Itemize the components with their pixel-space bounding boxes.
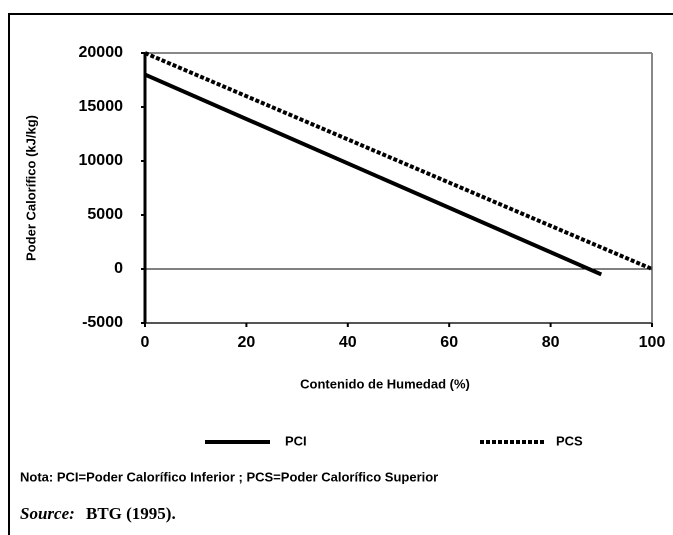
series-line <box>144 72 603 277</box>
x-tick-label: 100 <box>639 334 666 351</box>
y-tick-label: 0 <box>114 260 123 277</box>
x-tick-label: 40 <box>339 334 357 351</box>
y-tick-label: 10000 <box>79 152 124 169</box>
y-tick-label: 15000 <box>79 98 124 115</box>
note: Nota: PCI=Poder Calorífico Inferior ; PC… <box>20 469 438 484</box>
legend-label: PCI <box>285 433 307 448</box>
legend-label: PCS <box>556 433 583 448</box>
x-axis-label: Contenido de Humedad (%) <box>300 376 470 391</box>
x-tick-label: 60 <box>440 334 458 351</box>
series-line <box>144 51 653 271</box>
x-tick-label: 80 <box>542 334 560 351</box>
x-tick-label: 0 <box>141 334 150 351</box>
y-axis-label: Poder Calorífico (kJ/kg) <box>23 115 38 261</box>
source: BTG (1995). <box>86 504 176 523</box>
x-tick-label: 20 <box>238 334 256 351</box>
source-label: Source: <box>20 504 75 523</box>
y-tick-label: 20000 <box>79 44 124 61</box>
y-tick-label: 5000 <box>87 206 123 223</box>
y-tick-label: -5000 <box>82 314 123 331</box>
